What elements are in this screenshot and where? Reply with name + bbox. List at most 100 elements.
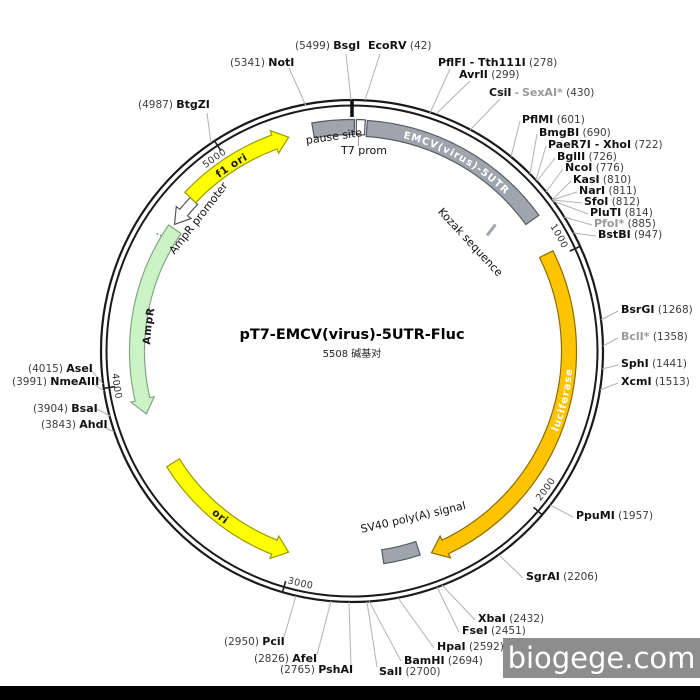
enzyme-label-ecorv: EcoRV (42) <box>368 39 431 53</box>
enzyme-label-part: CsiI <box>489 86 512 99</box>
enzyme-label-sali: SalI (2700) <box>379 666 440 679</box>
enzyme-label-pcii: (2950) PciI <box>224 636 285 649</box>
enzyme-label-part: (299) <box>487 69 520 81</box>
enzyme-label-avrii: AvrII (299) <box>459 68 520 82</box>
ring-ticks-group <box>103 140 581 593</box>
enzyme-label-part: (2451) <box>487 625 526 637</box>
leader-bsgi <box>345 53 352 101</box>
feature-band-ampr <box>128 224 182 415</box>
enzyme-label-nmeaiii: (3991) NmeAIII <box>12 376 99 389</box>
leader-bglii <box>536 157 556 182</box>
enzyme-label-part: (812) <box>608 196 640 208</box>
enzyme-label-pshai: (2765) PshAI <box>280 663 354 677</box>
feature-band-luciferase <box>430 249 578 559</box>
enzyme-label-part: (2206) <box>559 571 599 583</box>
enzyme-label-part: (430) <box>562 87 595 99</box>
enzyme-label-part: (4015) <box>28 363 67 375</box>
enzyme-label-part: (885) <box>624 218 656 230</box>
enzyme-label-part: (776) <box>592 162 624 174</box>
enzyme-label-part: (3904) <box>33 403 72 415</box>
enzyme-label-part: NcoI <box>565 161 593 174</box>
enzyme-label-sphi: SphI (1441) <box>621 358 687 371</box>
enzyme-label-part: (1268) <box>654 304 693 316</box>
enzyme-label-part: (2694) <box>444 655 483 667</box>
bottom-black-bar <box>0 686 700 700</box>
enzyme-label-part: BclI* <box>621 330 650 343</box>
feature-band-sv40-polya <box>381 540 421 565</box>
enzyme-label-sfoi: SfoI (812) <box>584 195 640 209</box>
leader-ncoi <box>545 168 564 193</box>
enzyme-label-xbai: XbaI (2432) <box>478 613 544 626</box>
enzyme-label-part: AfeI <box>292 652 318 665</box>
leader-pfoi <box>563 216 593 226</box>
enzyme-label-part: (601) <box>553 114 585 126</box>
enzyme-label-part: NotI <box>268 56 295 69</box>
leader-sali <box>366 601 378 668</box>
leader-ecorv <box>364 53 381 101</box>
enzyme-label-ahdi: (3843) AhdI <box>41 418 108 432</box>
leader-afei <box>316 600 332 656</box>
leader-pflmi <box>510 120 521 158</box>
enzyme-label-part: PaeR7I - XhoI <box>548 138 632 151</box>
enzyme-label-afei: (2826) AfeI <box>254 652 318 666</box>
enzyme-label-part: (726) <box>585 151 617 163</box>
enzyme-label-part: (2826) <box>254 653 293 665</box>
enzyme-label-part: AhdI <box>79 418 108 431</box>
enzyme-label-part: EcoRV <box>368 39 407 52</box>
ring-tick-5000 <box>213 140 222 152</box>
enzyme-label-bsrgi: BsrGI (1268) <box>621 304 693 317</box>
enzyme-label-part: (2950) <box>224 636 263 648</box>
enzyme-label-part: BsgI <box>333 39 361 52</box>
leader-sgrai <box>498 554 524 579</box>
leader-hpai <box>397 597 435 649</box>
leader-ppumi <box>549 504 574 518</box>
enzyme-label-part: BtgZI <box>176 98 210 111</box>
plasmid-title: pT7-EMCV(virus)-5UTR-Fluc <box>239 327 465 343</box>
feature-band-f1-ori <box>183 129 290 204</box>
enzyme-label-part: KasI <box>573 173 600 186</box>
enzyme-label-part: (1513) <box>651 376 690 388</box>
enzyme-label-bamhi: BamHI (2694) <box>404 654 483 668</box>
enzyme-label-paer7i: PaeR7I - XhoI (722) <box>548 138 663 152</box>
leader-btgzi <box>206 112 212 144</box>
enzyme-label-part: PflFI - Tth111I <box>438 56 526 69</box>
leader-nari <box>551 191 578 201</box>
leader-bsai <box>96 408 111 417</box>
enzyme-label-part: BsaI <box>71 402 98 415</box>
feature-band-pause-site <box>311 118 356 139</box>
leader-ahdi <box>103 426 115 433</box>
enzyme-label-bcli: BclI* (1358) <box>621 330 688 344</box>
leader-bsrgi <box>600 310 619 321</box>
feature-band-ori <box>165 457 290 560</box>
enzyme-label-pluti: PluTI (814) <box>590 207 653 220</box>
ring-tick-2000 <box>532 506 544 516</box>
plasmid-size: 5508 碱基对 <box>322 349 382 360</box>
enzyme-label-part: AvrII <box>459 68 488 81</box>
enzyme-label-part: BmgBI <box>539 126 580 139</box>
enzyme-label-asei: (4015) AseI <box>28 363 93 376</box>
feature-band-emcv-5utr <box>365 119 540 226</box>
enzyme-label-part: (3843) <box>41 419 80 431</box>
enzyme-label-part: FseI <box>462 624 488 637</box>
enzyme-label-pflmi: PflMI (601) <box>522 113 585 127</box>
leader-xbai <box>441 584 476 621</box>
curved-label-ticknum-1000: 1000 <box>547 222 569 250</box>
enzyme-label-part: BamHI <box>404 654 445 667</box>
enzyme-label-part: PshAI <box>318 663 354 676</box>
leader-pluti <box>552 200 589 215</box>
enzyme-label-part: PflMI <box>522 113 554 126</box>
leader-csii <box>469 98 501 131</box>
feature-bands-group <box>128 118 578 565</box>
leader-asei <box>90 369 104 385</box>
kozak-pointer-dash <box>485 223 497 237</box>
feature-band-ampr-promoter <box>173 196 199 226</box>
enzyme-label-bmgbi: BmgBI (690) <box>539 126 611 140</box>
enzyme-label-part: (4987) <box>138 99 177 111</box>
enzyme-label-part: SfoI <box>584 195 609 208</box>
enzyme-label-part: (2765) <box>280 664 319 676</box>
enzyme-label-part: (947) <box>630 229 663 241</box>
enzyme-label-part: - <box>511 87 522 99</box>
enzyme-label-part: BglII <box>557 150 586 163</box>
